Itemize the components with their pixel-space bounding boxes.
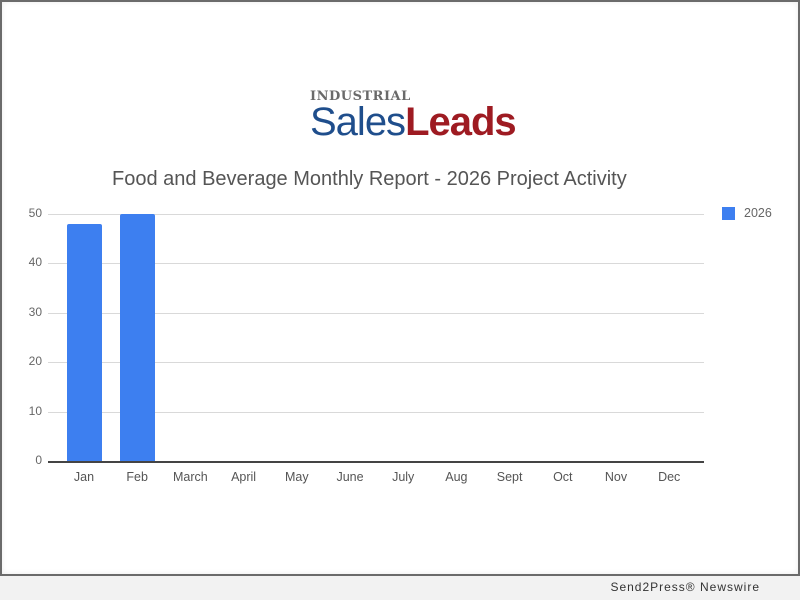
gridline: [48, 312, 704, 314]
gridline: [48, 214, 704, 215]
y-tick-label: 20: [28, 354, 42, 369]
x-tick-label: Sept: [496, 470, 523, 484]
industrial-sales-leads-logo: INDUSTRIAL SalesLeads: [310, 89, 530, 144]
chart-title: Food and Beverage Monthly Report - 2026 …: [112, 168, 627, 190]
x-tick-label: Aug: [445, 470, 468, 484]
x-tick-label: Dec: [658, 470, 681, 484]
gridline: [48, 411, 704, 413]
x-axis-line: [48, 461, 704, 463]
x-tick-label: April: [231, 470, 257, 484]
logo-wordmark: SalesLeads: [310, 100, 517, 144]
gridline: [48, 362, 704, 364]
legend-label: 2026: [744, 206, 772, 220]
y-tick-label: 30: [28, 304, 42, 319]
x-tick-label: May: [284, 470, 309, 484]
legend-swatch-icon: [722, 206, 735, 220]
bar-feb[interactable]: [119, 214, 155, 461]
x-tick-label: July: [392, 470, 415, 484]
logo-industrial-text: INDUSTRIAL: [310, 89, 411, 104]
x-tick-label: Nov: [604, 470, 628, 484]
y-tick-label: 10: [28, 403, 42, 418]
x-tick-label: Feb: [126, 470, 148, 484]
x-tick-label: Oct: [553, 470, 573, 484]
chart-legend: 2026: [722, 206, 772, 220]
gridline: [48, 263, 704, 265]
y-tick-label: 50: [28, 206, 42, 220]
x-tick-label: March: [173, 470, 208, 484]
x-tick-label: June: [336, 470, 364, 484]
x-tick-label: Jan: [73, 470, 95, 484]
bar-jan[interactable]: [66, 223, 102, 461]
y-tick-label: 0: [35, 453, 42, 467]
y-tick-label: 40: [28, 255, 42, 270]
newswire-credit: Send2Press® Newswire: [610, 580, 760, 594]
